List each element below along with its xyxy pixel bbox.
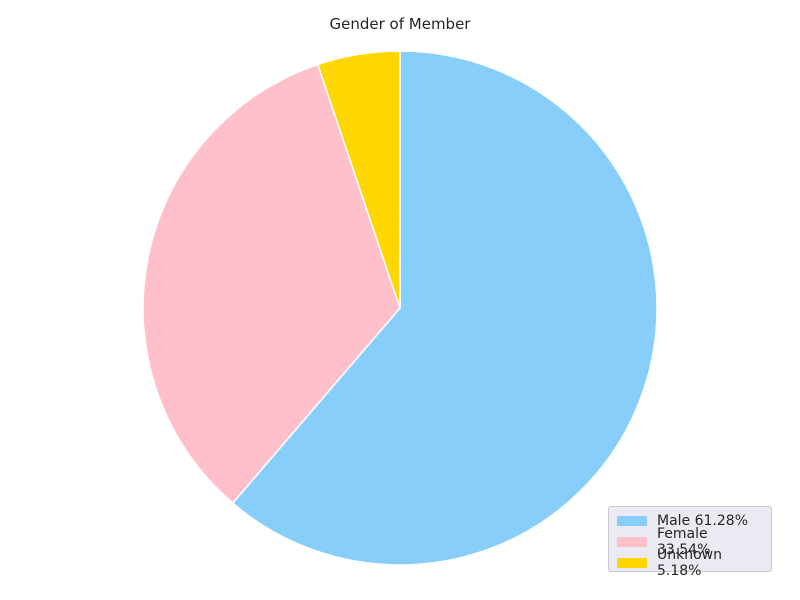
legend-swatch-female (617, 536, 647, 547)
legend-entry-unknown: Unknown 5.18% (617, 547, 763, 579)
legend-label-female: Female 33.54% (657, 525, 711, 558)
legend-label-unknown: Unknown 5.18% (657, 546, 722, 579)
legend-swatch-unknown (617, 557, 647, 568)
pie-slice-male (231, 50, 658, 566)
pie-slice-female (142, 63, 401, 504)
legend: Male 61.28% Female 33.54% Unknown 5.18% (608, 506, 772, 579)
legend-label-male: Male 61.28% (657, 512, 748, 529)
legend-entry-female: Female 33.54% (617, 526, 763, 558)
legend-entry-male: Male 61.28% (617, 510, 763, 531)
chart-title: Gender of Member (329, 15, 471, 33)
pie-slice-unknown (317, 50, 401, 309)
legend-swatch-male (617, 515, 647, 526)
